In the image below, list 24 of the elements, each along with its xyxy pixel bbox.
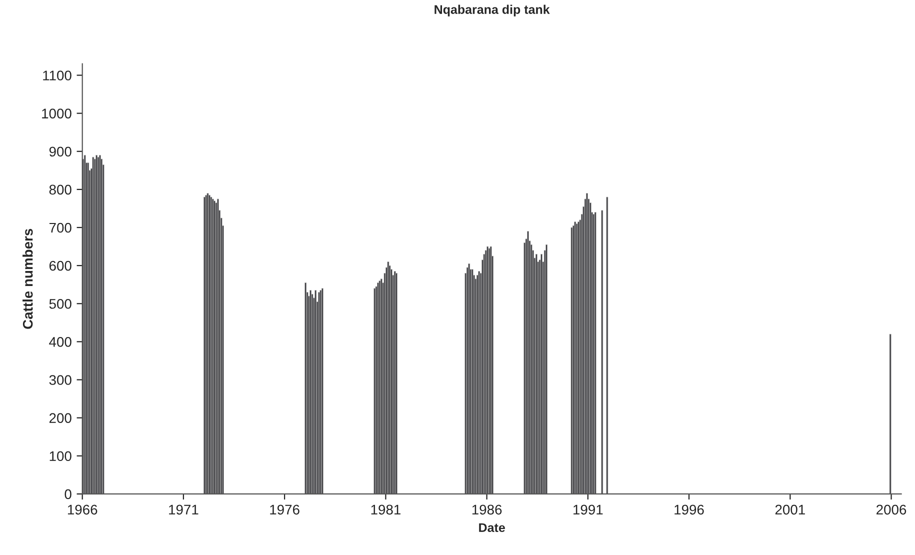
x-tick-label: 1971 — [169, 504, 198, 515]
y-tick-label: 700 — [49, 222, 72, 233]
y-tick-label: 300 — [49, 375, 72, 385]
x-tick-label: 2006 — [876, 504, 906, 515]
y-tick-label: 0 — [64, 489, 72, 500]
y-axis-title: Cattle numbers — [22, 228, 33, 329]
y-tick-label: 800 — [49, 184, 72, 195]
y-tick-label: 400 — [49, 337, 72, 347]
y-tick-label: 100 — [50, 451, 72, 462]
y-tick-label: 900 — [49, 146, 72, 157]
x-tick-label: 1976 — [270, 504, 300, 515]
x-tick-label: 2001 — [775, 504, 805, 515]
chart-title: Nqabarana dip tank — [434, 4, 550, 16]
x-tick-label: 1991 — [574, 504, 603, 515]
x-tick-label: 1981 — [371, 504, 400, 515]
y-tick-label: 200 — [49, 413, 72, 423]
y-tick-label: 600 — [49, 260, 72, 271]
y-tick-label: 1000 — [42, 108, 72, 118]
x-tick-label: 1996 — [674, 504, 704, 515]
x-axis-title: Date — [479, 523, 505, 532]
y-tick-label: 500 — [49, 298, 72, 309]
x-tick-label: 1966 — [68, 504, 98, 515]
y-tick-label: 1100 — [43, 70, 72, 80]
x-tick-label: 1986 — [472, 504, 502, 515]
